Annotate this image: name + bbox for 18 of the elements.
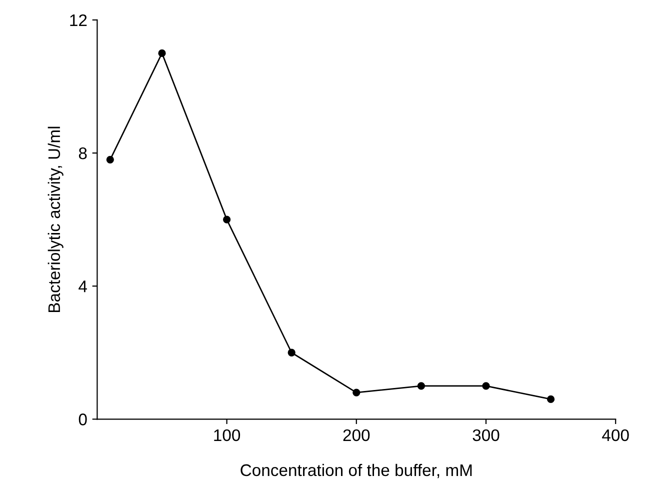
x-axis-title: Concentration of the buffer, mM [240,464,472,478]
point [546,395,555,404]
point [106,156,114,164]
y-axis-title: Bacteriolytic activity, U/ml [48,126,64,312]
y-tick-label: 0 [78,414,87,426]
point [158,49,166,58]
x-tick-label: 300 [472,429,500,442]
x-tick-label: 100 [214,429,240,442]
point [288,348,296,356]
x-tick-label: 400 [602,429,629,442]
point [417,382,426,390]
point [222,216,231,224]
x-tick-label: 200 [343,429,370,442]
point [352,388,360,396]
y-tick-label: 4 [78,280,87,292]
y-tick-label: 8 [78,147,87,160]
y-tick-label: 12 [70,14,87,26]
point [482,382,490,390]
